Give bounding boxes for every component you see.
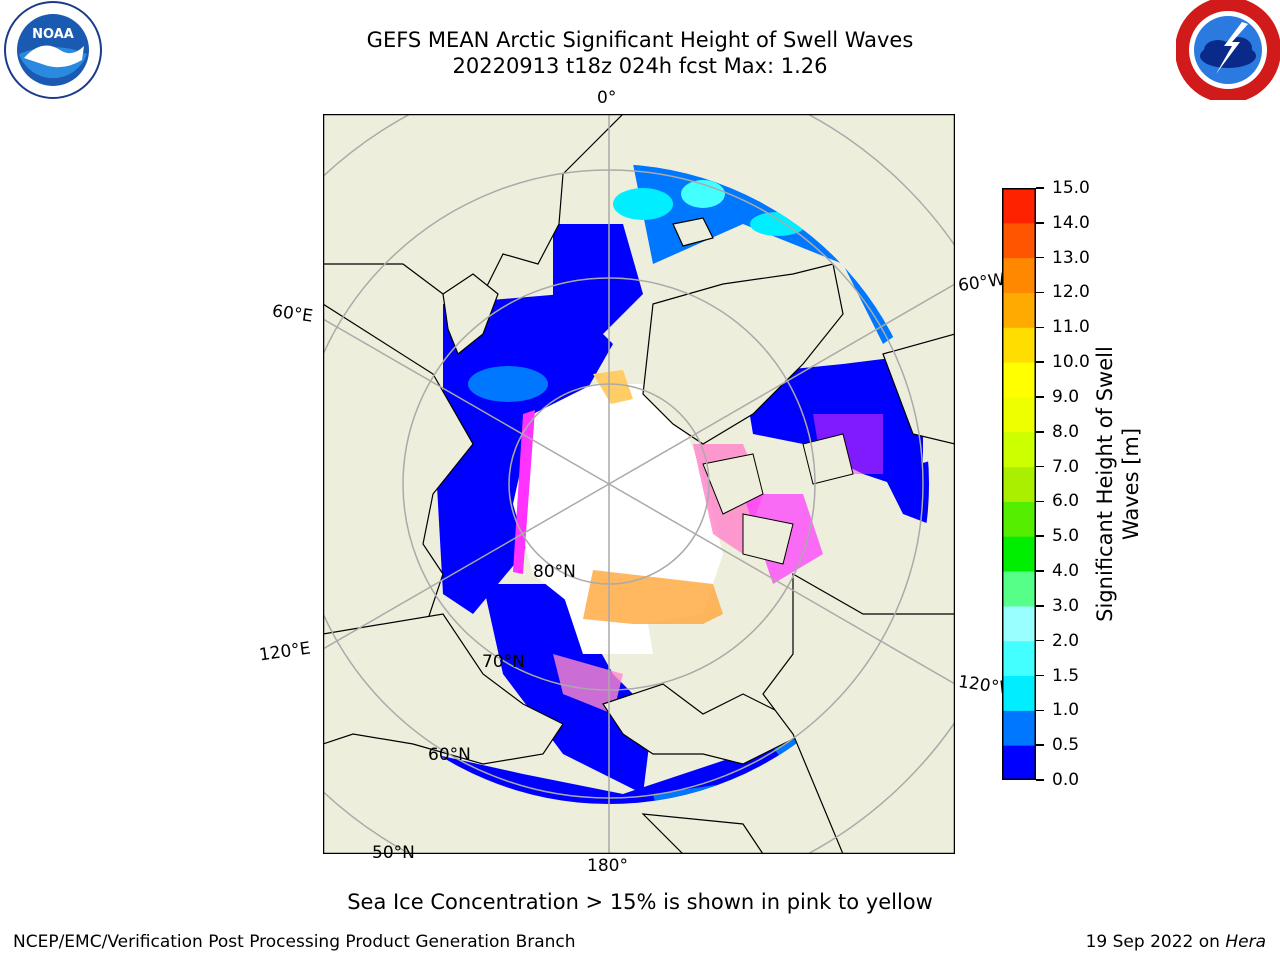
colorbar-segment bbox=[1002, 675, 1036, 711]
colorbar-segment bbox=[1002, 710, 1036, 746]
nws-logo bbox=[1176, 0, 1280, 100]
colorbar-segment bbox=[1002, 327, 1036, 363]
colorbar-tick-label: 9.0 bbox=[1052, 386, 1080, 407]
colorbar-tick-mark bbox=[1036, 361, 1044, 363]
colorbar-tick-mark bbox=[1036, 465, 1044, 468]
colorbar-segment bbox=[1002, 745, 1036, 780]
colorbar-tick-label: 2.0 bbox=[1052, 630, 1080, 651]
colorbar-tick-label: 14.0 bbox=[1052, 212, 1090, 233]
colorbar-tick-label: 13.0 bbox=[1052, 247, 1090, 268]
colorbar-segment bbox=[1002, 292, 1036, 328]
footer-machine: Hera bbox=[1225, 932, 1266, 952]
colorbar-segment bbox=[1002, 222, 1036, 259]
colorbar-tick-label: 1.5 bbox=[1052, 665, 1080, 686]
colorbar-segment bbox=[1002, 431, 1036, 468]
lon-label-120e: 120°E bbox=[257, 638, 312, 666]
lat-label-60: 60°N bbox=[428, 745, 471, 765]
colorbar-tick-mark bbox=[1036, 674, 1044, 677]
noaa-logo: NOAA bbox=[4, 1, 102, 99]
colorbar-tick-label: 0.5 bbox=[1052, 735, 1080, 756]
colorbar-tick-label: 8.0 bbox=[1052, 421, 1080, 442]
colorbar-tick-mark bbox=[1036, 222, 1044, 224]
sea-ice-note: Sea Ice Concentration > 15% is shown in … bbox=[347, 890, 933, 914]
chart-subtitle: 20220913 t18z 024h fcst Max: 1.26 bbox=[452, 54, 828, 78]
colorbar-segment bbox=[1002, 605, 1036, 642]
colorbar-segment bbox=[1002, 571, 1036, 607]
colorbar-tick-mark bbox=[1036, 291, 1044, 294]
map-frame bbox=[323, 114, 955, 854]
colorbar-tick-label: 5.0 bbox=[1052, 526, 1080, 547]
colorbar-tick-mark bbox=[1036, 187, 1044, 189]
lat-label-50: 50°N bbox=[372, 843, 415, 863]
colorbar-segment bbox=[1002, 188, 1036, 224]
colorbar-tick-label: 4.0 bbox=[1052, 561, 1080, 582]
colorbar-tick-mark bbox=[1036, 779, 1044, 781]
colorbar-tick-label: 3.0 bbox=[1052, 595, 1080, 616]
colorbar-tick-label: 0.0 bbox=[1052, 770, 1080, 790]
lon-label-60e: 60°E bbox=[270, 301, 315, 327]
colorbar-tick-mark bbox=[1036, 431, 1044, 433]
footer-credit: NCEP/EMC/Verification Post Processing Pr… bbox=[13, 932, 576, 952]
colorbar-label: Significant Height of Swell Waves [m] bbox=[1093, 346, 1143, 622]
colorbar-tick-mark bbox=[1036, 605, 1044, 607]
colorbar-tick-label: 12.0 bbox=[1052, 282, 1090, 303]
lat-label-80: 80°N bbox=[533, 562, 576, 582]
noaa-logo-text: NOAA bbox=[32, 27, 74, 42]
chart-title: GEFS MEAN Arctic Significant Height of S… bbox=[366, 28, 914, 52]
lon-label-0: 0° bbox=[597, 88, 617, 108]
colorbar-tick-mark bbox=[1036, 709, 1044, 712]
polar-map bbox=[323, 114, 955, 854]
colorbar-tick-label: 7.0 bbox=[1052, 456, 1080, 477]
footer-date: 19 Sep 2022 on Hera bbox=[1086, 932, 1266, 952]
colorbar-segment bbox=[1002, 466, 1036, 502]
colorbar-tick-label: 11.0 bbox=[1052, 317, 1090, 338]
colorbar-segment bbox=[1002, 501, 1036, 537]
colorbar-segment bbox=[1002, 257, 1036, 293]
colorbar-tick-mark bbox=[1036, 639, 1044, 642]
colorbar-tick-mark bbox=[1036, 256, 1044, 259]
colorbar-tick-mark bbox=[1036, 500, 1044, 503]
colorbar-tick-label: 10.0 bbox=[1052, 352, 1090, 373]
graticule bbox=[323, 114, 955, 854]
colorbar bbox=[1002, 188, 1036, 780]
lon-label-180: 180° bbox=[587, 856, 628, 876]
land-masses bbox=[323, 114, 955, 854]
colorbar-tick-mark bbox=[1036, 535, 1044, 537]
colorbar-segment bbox=[1002, 362, 1036, 398]
footer-date-text: 19 Sep 2022 on bbox=[1085, 932, 1226, 952]
colorbar-border bbox=[1002, 188, 1036, 780]
colorbar-segment bbox=[1002, 536, 1036, 572]
colorbar-tick-mark bbox=[1036, 396, 1044, 398]
colorbar-segment bbox=[1002, 396, 1036, 433]
colorbar-tick-mark bbox=[1036, 326, 1044, 329]
colorbar-tick-mark bbox=[1036, 570, 1044, 572]
colorbar-tick-label: 15.0 bbox=[1052, 178, 1090, 198]
colorbar-tick-label: 6.0 bbox=[1052, 491, 1080, 512]
colorbar-tick-label: 1.0 bbox=[1052, 700, 1080, 721]
colorbar-tick-mark bbox=[1036, 744, 1044, 746]
colorbar-segment bbox=[1002, 640, 1036, 677]
lat-label-70: 70°N bbox=[482, 652, 525, 672]
